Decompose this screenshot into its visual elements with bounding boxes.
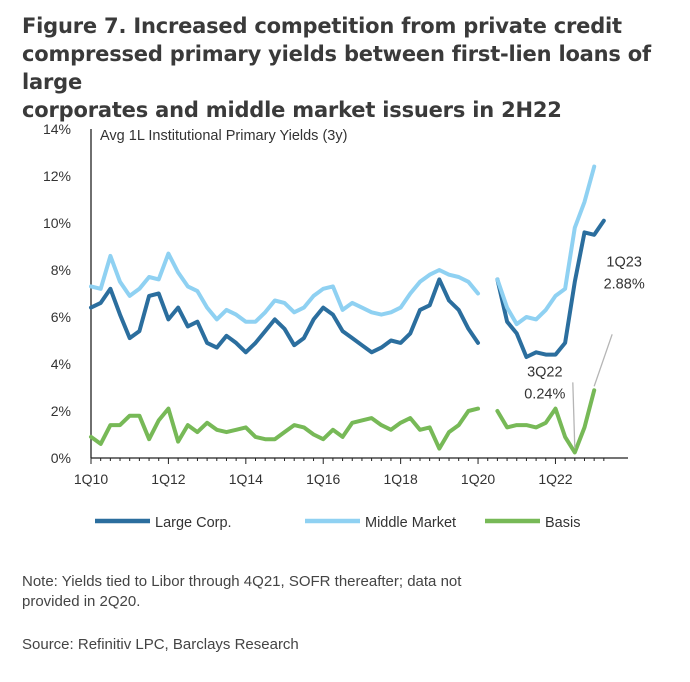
x-tick-label: 1Q22 — [538, 471, 572, 487]
chart-legend: Large Corp. Middle Market Basis — [95, 515, 580, 531]
chart-note-line: Note: Yields tied to Libor through 4Q21,… — [22, 573, 462, 590]
y-tick-label: 2% — [51, 403, 71, 419]
figure-title: Figure 7. Increased competition from pri… — [22, 12, 672, 124]
chart-series-lines — [89, 164, 606, 455]
series-line-large-corp — [89, 218, 606, 359]
y-tick-label: 6% — [51, 309, 71, 325]
chart-annotations: 3Q22 0.24% 1Q23 2.88% — [524, 254, 645, 449]
legend-label: Basis — [545, 515, 580, 531]
x-tick-label: 1Q18 — [384, 471, 418, 487]
legend-label: Middle Market — [365, 515, 456, 531]
x-tick-label: 1Q12 — [151, 471, 185, 487]
chart-note: Note: Yields tied to Libor through 4Q21,… — [22, 572, 662, 612]
series-line-basis — [89, 388, 597, 455]
chart-title: Avg 1L Institutional Primary Yields (3y) — [100, 128, 347, 144]
annotation-value: 0.24% — [524, 386, 565, 402]
series-line-middle-market — [89, 164, 597, 327]
x-tick-label: 1Q20 — [461, 471, 495, 487]
x-tick-label: 1Q14 — [229, 471, 263, 487]
annotation-value: 2.88% — [604, 276, 645, 292]
annotation-period: 3Q22 — [527, 364, 562, 380]
y-tick-label: 4% — [51, 356, 71, 372]
annotation-leader-line — [593, 334, 613, 387]
y-tick-label: 8% — [51, 262, 71, 278]
figure-title-line: compressed primary yields between first-… — [22, 42, 651, 94]
figure-title-line: corporates and middle market issuers in … — [22, 98, 562, 122]
chart-source: Source: Refinitiv LPC, Barclays Research — [22, 636, 299, 653]
y-tick-label: 12% — [43, 168, 71, 184]
line-chart: 0% 2% 4% 6% 8% 10% 12% 14% 1Q10 1Q12 1Q14 1Q16 1Q18 1… — [43, 121, 645, 531]
chart-axes: 0% 2% 4% 6% 8% 10% 12% 14% 1Q10 1Q12 1Q14 1Q16 1Q18 1… — [43, 121, 628, 487]
figure-title-line: Figure 7. Increased competition from pri… — [22, 14, 622, 38]
annotation-period: 1Q23 — [606, 254, 641, 270]
x-tick-label: 1Q10 — [74, 471, 108, 487]
y-tick-label: 0% — [51, 450, 71, 466]
chart-note-line: provided in 2Q20. — [22, 593, 141, 610]
x-tick-label: 1Q16 — [306, 471, 340, 487]
y-tick-label: 10% — [43, 215, 71, 231]
legend-label: Large Corp. — [155, 515, 232, 531]
annotation-leader-line — [572, 382, 576, 449]
y-tick-label: 14% — [43, 121, 71, 137]
